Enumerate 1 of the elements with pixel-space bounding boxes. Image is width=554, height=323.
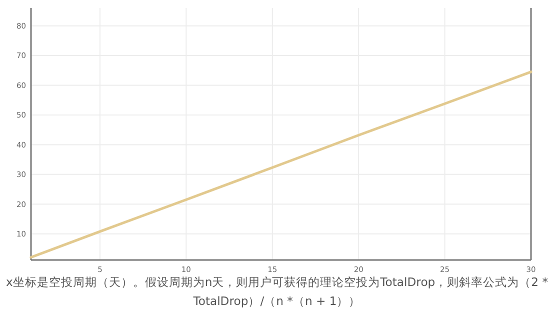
text: x坐标是空投周期（天）。假设周期为n天，则用户可获得的理论空投为TotalDrop，则斜率公式为（2 * TotalDrop）/（n *（n + 1）） xyxy=(4,274,550,310)
